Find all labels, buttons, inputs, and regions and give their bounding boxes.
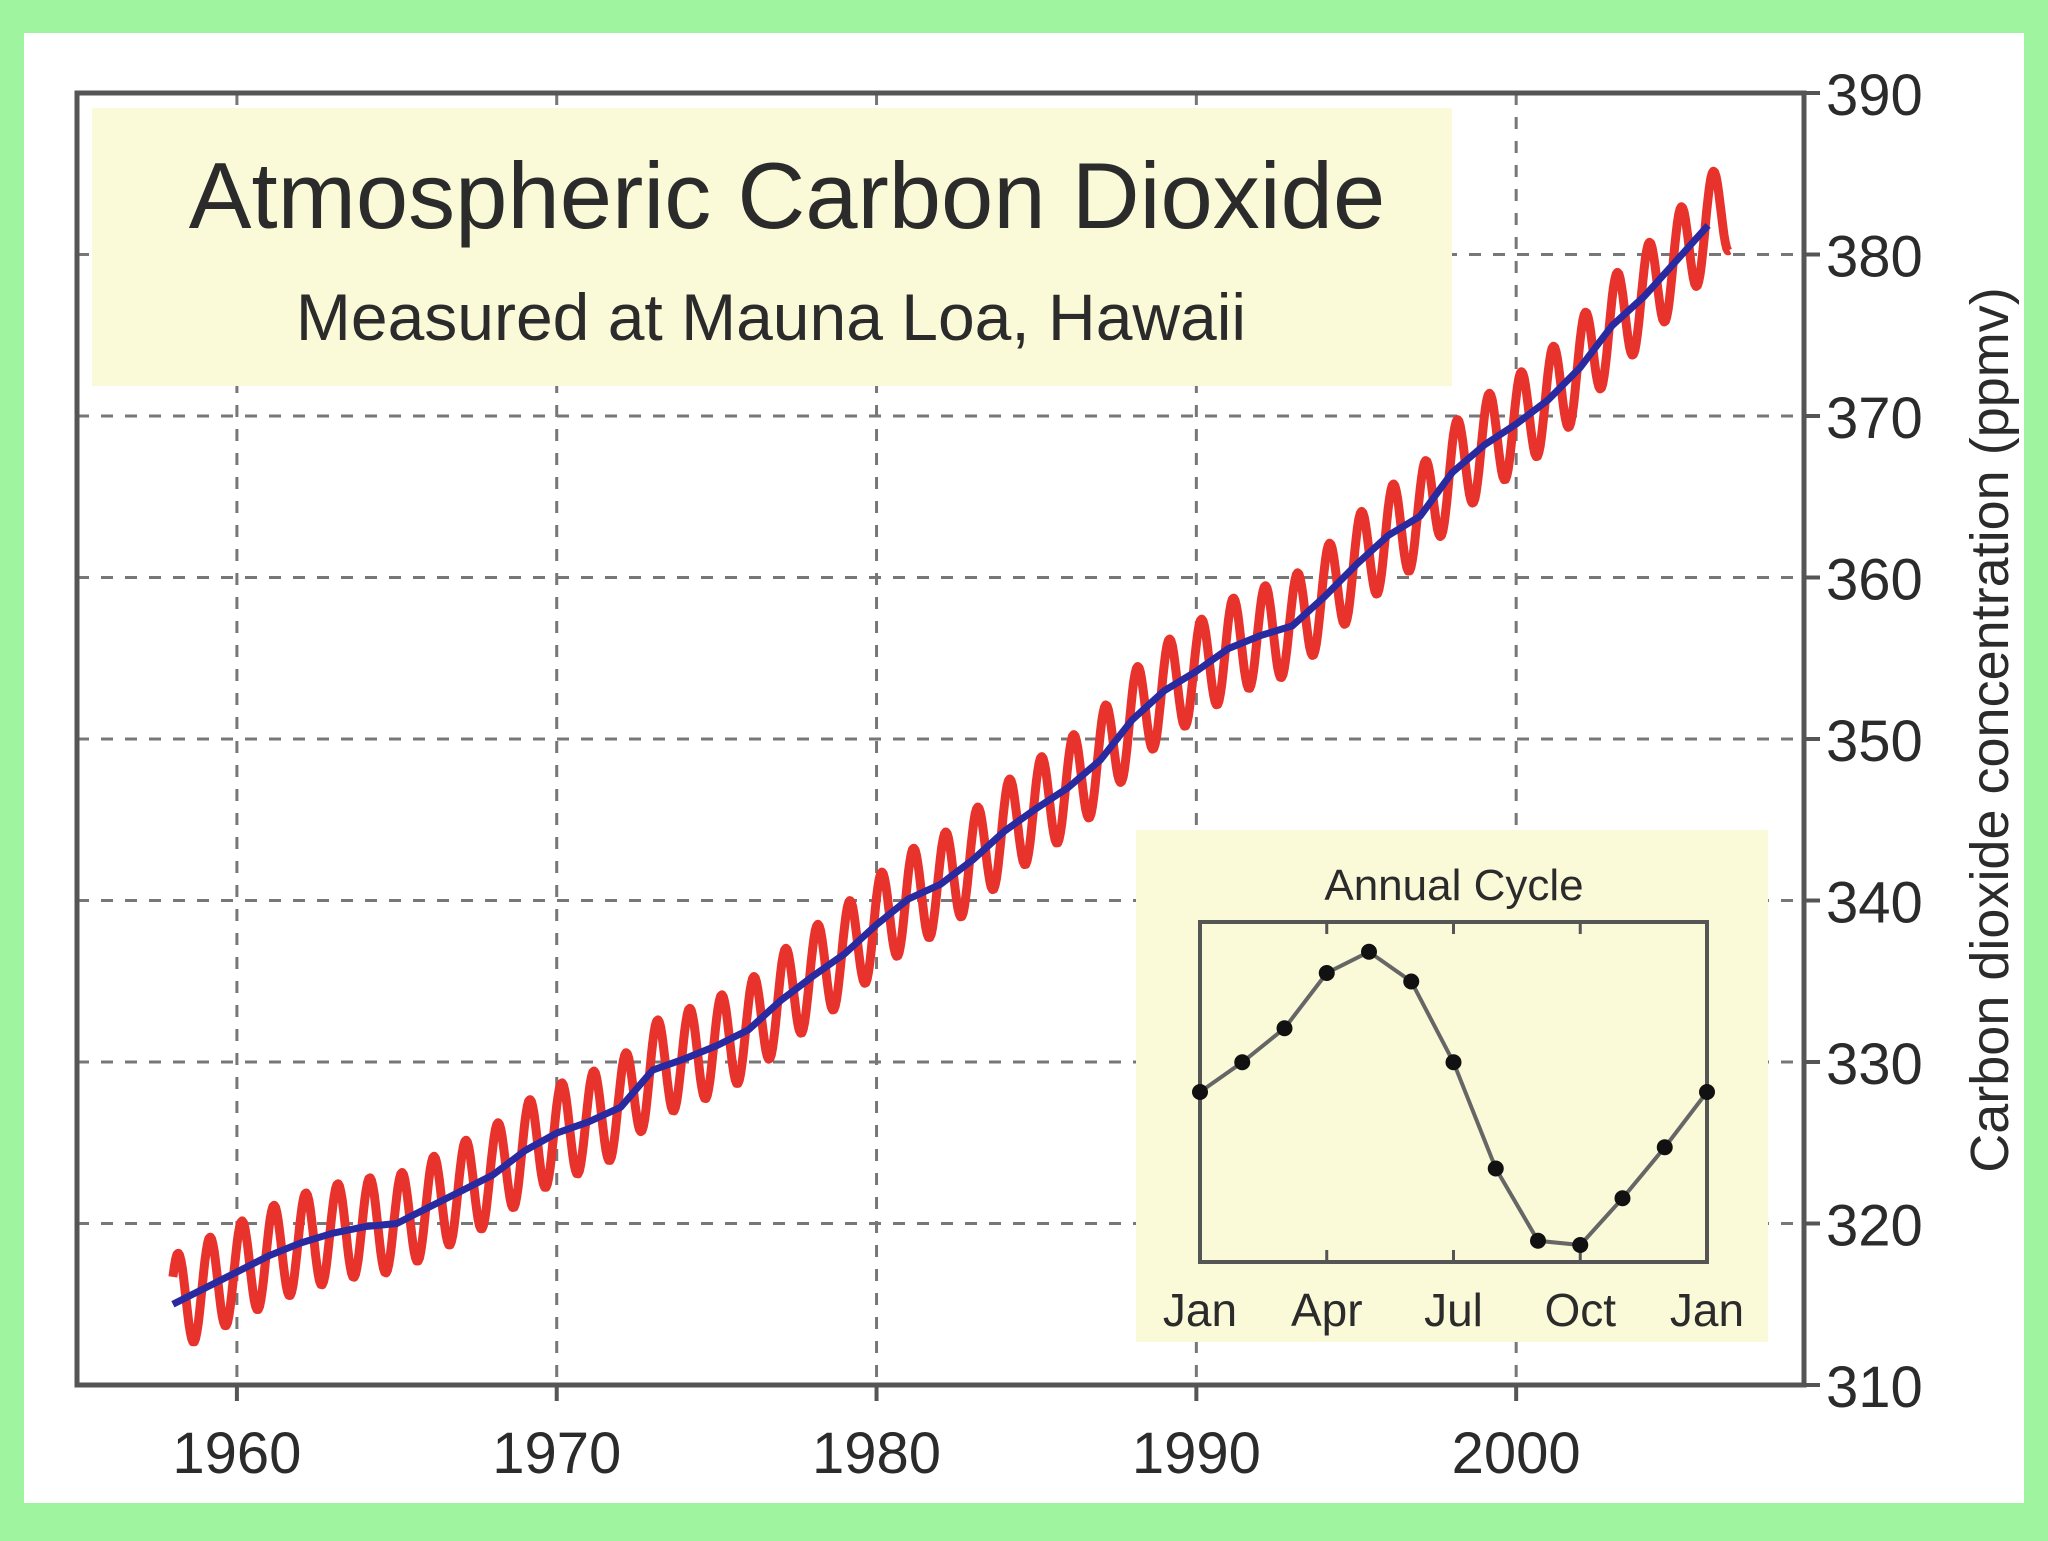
inset-point: [1276, 1020, 1293, 1037]
monthly-line: [168, 166, 1733, 1347]
x-tick-label: 1960: [172, 1421, 301, 1486]
inset-tick-label: Apr: [1291, 1284, 1363, 1336]
inset-tick-label: Jan: [1670, 1284, 1744, 1336]
inset-point: [1403, 973, 1420, 990]
inset-series: [1192, 943, 1715, 1253]
inset-point: [1445, 1054, 1462, 1071]
x-axis: 1960 1970 1980 1990 2000: [172, 1385, 1581, 1486]
chart-title: Atmospheric Carbon Dioxide: [189, 143, 1385, 248]
y-tick-label: 310: [1826, 1355, 1923, 1420]
monthly-series: [168, 166, 1733, 1347]
y-axis-label: Carbon dioxide concentration (ppmv): [1960, 287, 2020, 1172]
y-tick-label: 380: [1826, 225, 1923, 290]
y-tick-label: 370: [1826, 386, 1923, 451]
y-tick-label: 360: [1826, 548, 1923, 613]
y-tick-label: 390: [1826, 63, 1923, 128]
inset-point: [1572, 1237, 1589, 1253]
inset-tick-label: Oct: [1544, 1284, 1616, 1336]
inset-point: [1656, 1139, 1673, 1156]
title-box: [92, 108, 1452, 386]
y-tick-label: 320: [1826, 1194, 1923, 1259]
inset-tick-label: Jul: [1424, 1284, 1483, 1336]
y-axis: 310 320 330 340 350 360 370 380 390: [1804, 63, 1923, 1420]
inset-point: [1361, 943, 1377, 960]
trend-series: [171, 223, 1711, 1308]
inset-point: [1530, 1232, 1546, 1249]
inset-point: [1699, 1084, 1715, 1100]
inset-point: [1234, 1054, 1251, 1071]
inset-x-axis: Jan Apr Jul Oct Jan: [1163, 922, 1744, 1336]
x-tick-label: 1980: [812, 1421, 941, 1486]
inset-title: Annual Cycle: [1324, 861, 1583, 910]
inset-point: [1487, 1160, 1504, 1177]
x-tick-label: 1970: [492, 1421, 621, 1486]
inset-point: [1318, 965, 1335, 981]
chart-subtitle: Measured at Mauna Loa, Hawaii: [296, 280, 1246, 354]
trend-line: [171, 223, 1711, 1308]
inset-point: [1614, 1190, 1631, 1207]
x-tick-label: 1990: [1132, 1421, 1261, 1486]
y-tick-label: 340: [1826, 871, 1923, 936]
y-tick-label: 330: [1826, 1032, 1923, 1097]
y-tick-label: 350: [1826, 709, 1923, 774]
inset-tick-label: Jan: [1163, 1284, 1237, 1336]
x-tick-label: 2000: [1452, 1421, 1581, 1486]
inset-point: [1192, 1084, 1208, 1100]
